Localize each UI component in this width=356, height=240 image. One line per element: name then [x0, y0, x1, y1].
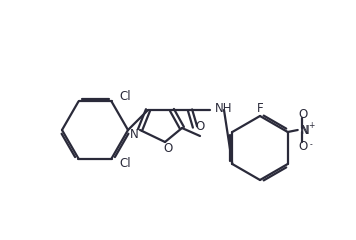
- Text: O: O: [195, 120, 205, 132]
- Text: O: O: [298, 140, 307, 154]
- Text: O: O: [163, 143, 173, 156]
- Text: +: +: [308, 121, 314, 131]
- Text: O: O: [298, 108, 307, 121]
- Text: Cl: Cl: [120, 90, 131, 103]
- Text: N: N: [301, 124, 309, 137]
- Text: NH: NH: [215, 102, 232, 115]
- Text: N: N: [130, 127, 138, 140]
- Text: N: N: [300, 124, 308, 137]
- Text: Cl: Cl: [120, 157, 131, 170]
- Text: -: -: [310, 140, 313, 150]
- Text: F: F: [257, 102, 263, 114]
